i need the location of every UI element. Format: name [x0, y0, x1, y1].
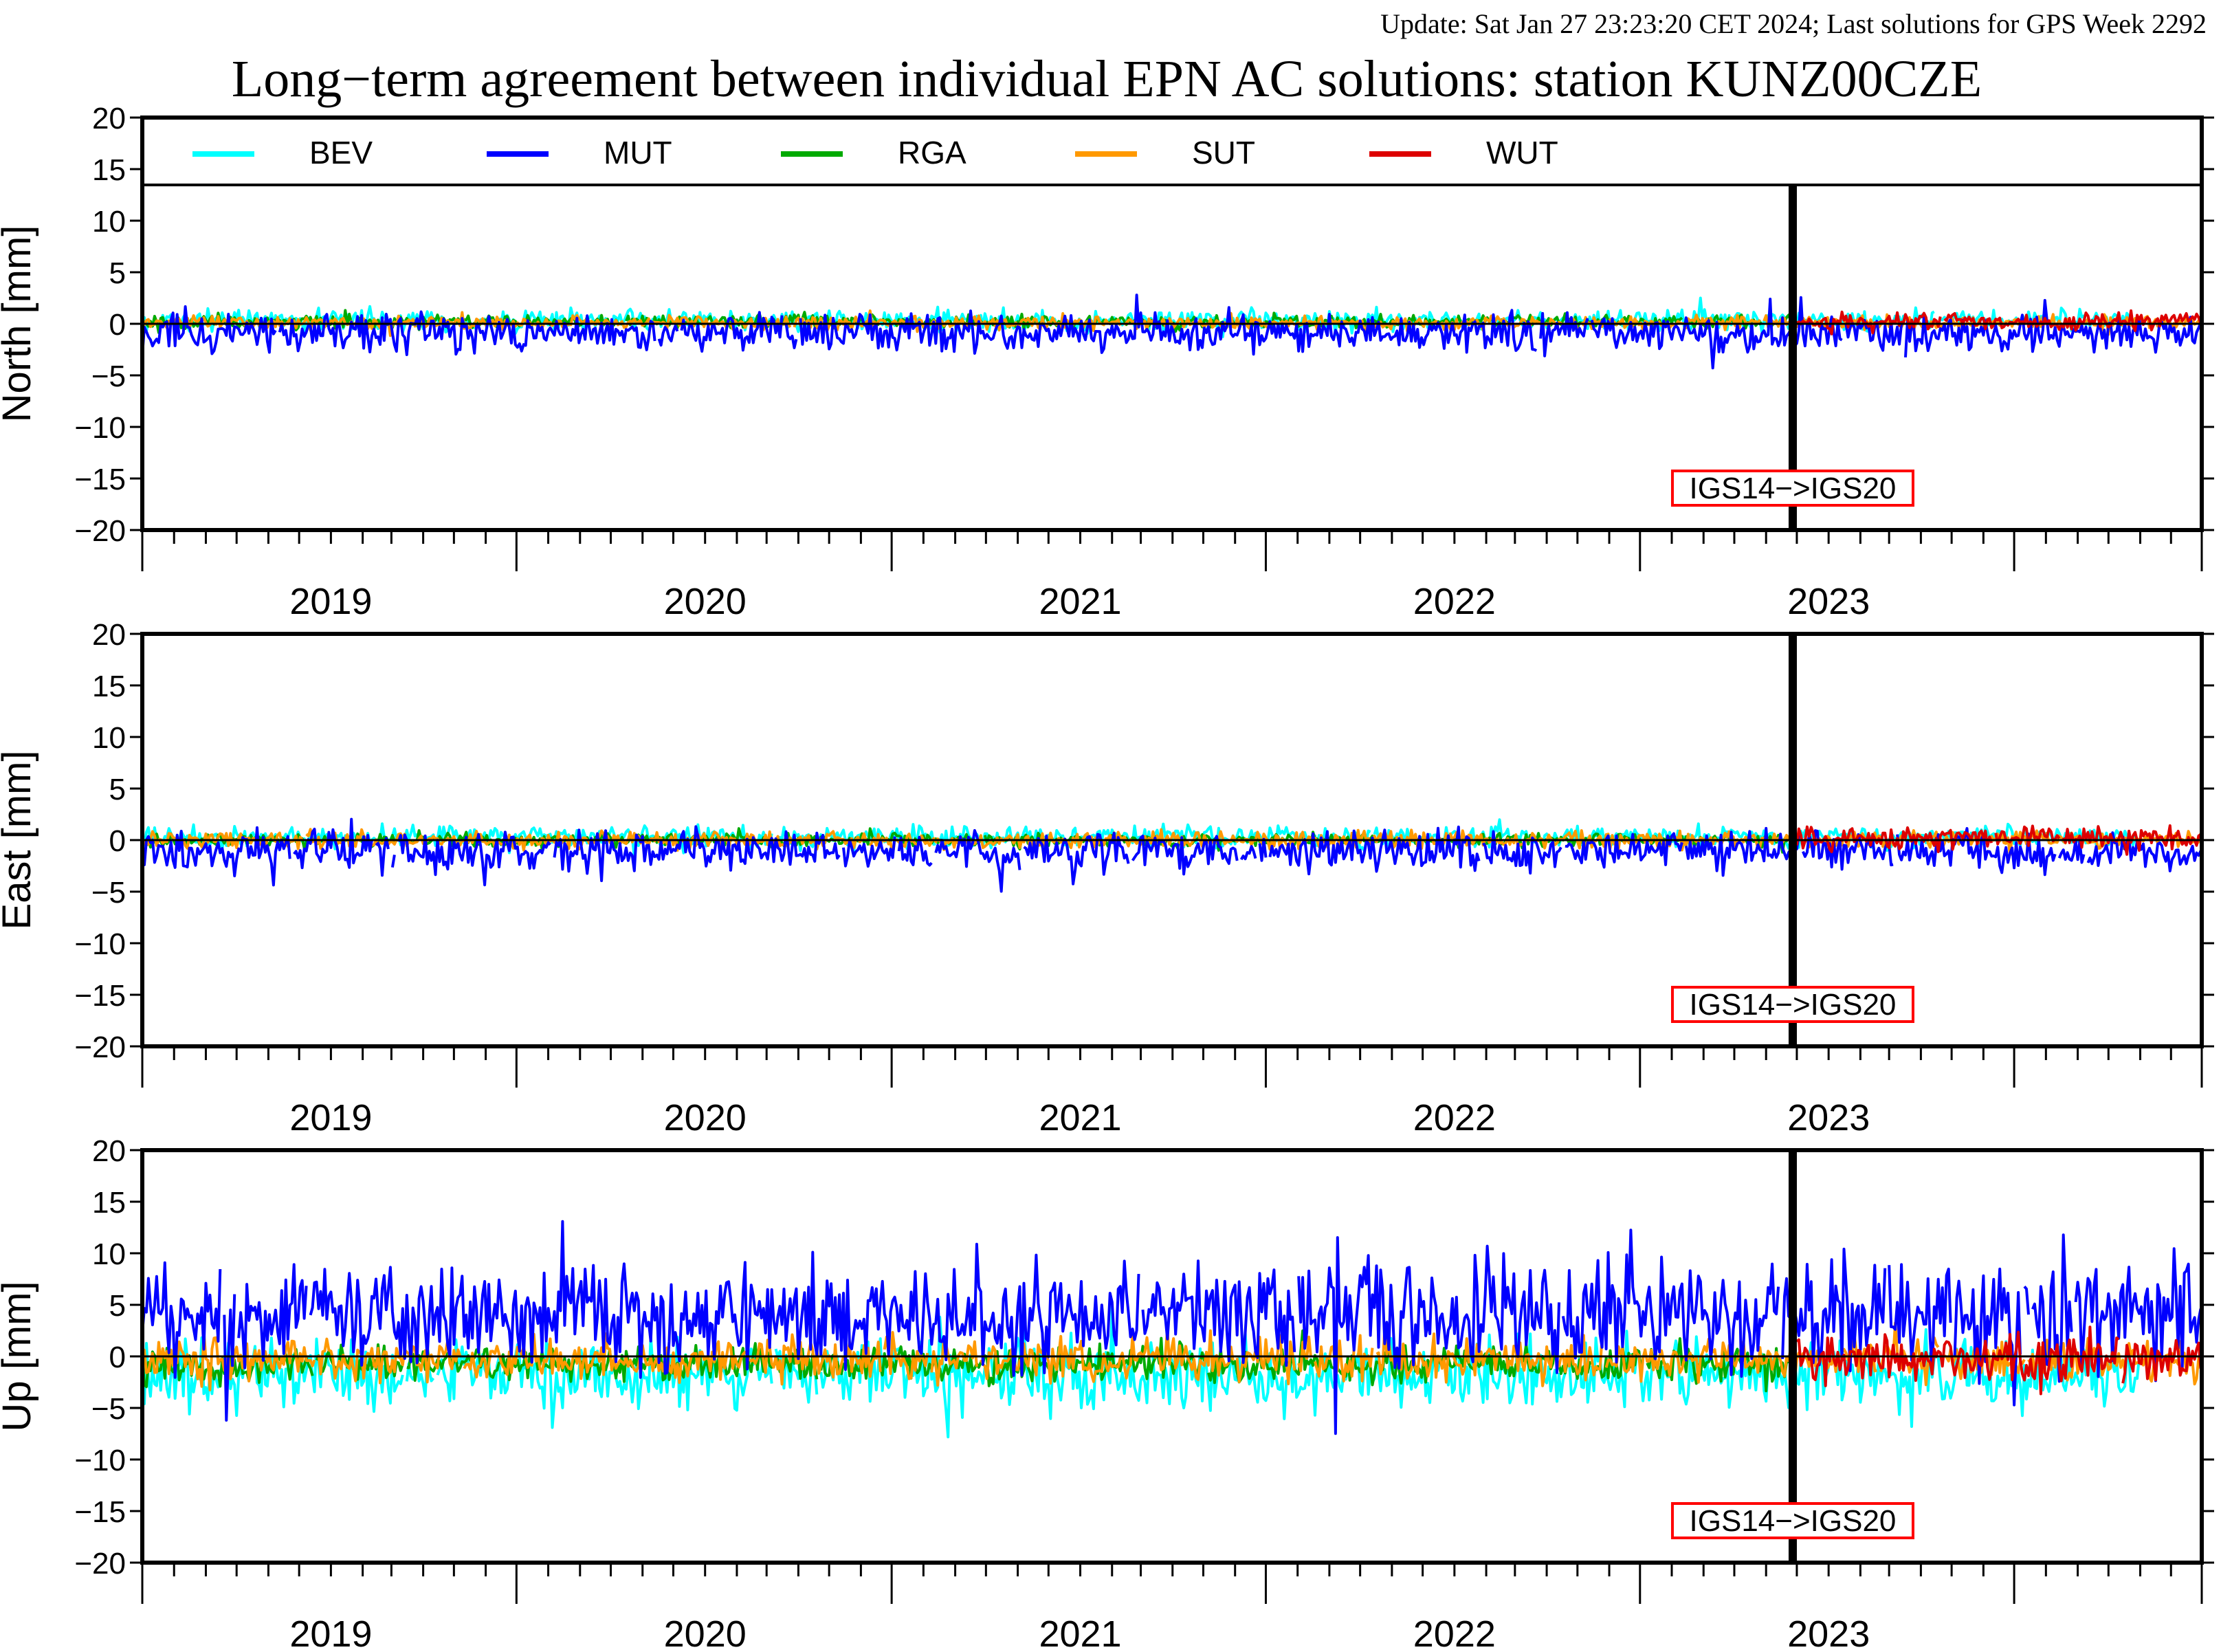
series-group — [142, 817, 2202, 893]
x-tick-label: 2021 — [1039, 1614, 1121, 1649]
legend-box — [141, 116, 2203, 186]
x-tick-label: 2019 — [289, 581, 372, 622]
series-group — [142, 1220, 2202, 1439]
annotation-box — [1670, 1502, 1914, 1539]
x-tick-label: 2023 — [1787, 1614, 1870, 1649]
y-tick-label: −10 — [74, 411, 126, 445]
panel-0: BEV MUT RGA SUT WUT 20 15 10 5 0 −5 −10 −15 −20 North … — [0, 102, 2214, 622]
annotation-label: IGS14−>IGS20 — [1690, 472, 1897, 505]
y-tick-label: 15 — [92, 670, 126, 703]
x-tick-label: 2020 — [664, 581, 747, 622]
x-tick-label: 2022 — [1413, 1097, 1496, 1138]
legend-label-wut: WUT — [1486, 135, 1558, 170]
y-tick-label: −5 — [91, 876, 126, 910]
y-tick-label: −5 — [91, 360, 126, 393]
x-tick-label: 2020 — [664, 1097, 747, 1138]
y-axis-label: East [mm] — [0, 750, 39, 929]
y-tick-label: 10 — [92, 721, 126, 755]
annotation-label: IGS14−>IGS20 — [1690, 1504, 1897, 1538]
series-line-sut — [142, 828, 2202, 857]
panels-group: BEV MUT RGA SUT WUT 20 15 10 5 0 −5 −10 −15 −20 North … — [0, 102, 2214, 1652]
y-tick-label: 15 — [92, 153, 126, 187]
legend-label-mut: MUT — [604, 135, 672, 170]
x-tick-label: 2021 — [1039, 1097, 1121, 1138]
update-timestamp: Update: Sat Jan 27 23:23:20 CET 2024; La… — [1380, 8, 2207, 39]
x-tick-label: 2023 — [1787, 581, 1870, 622]
y-tick-label: −15 — [74, 1495, 126, 1529]
y-tick-label: 10 — [92, 205, 126, 239]
annotation-box — [1670, 986, 1914, 1023]
y-tick-label: 5 — [109, 1289, 126, 1323]
y-tick-label: −20 — [74, 514, 126, 548]
y-tick-label: 20 — [92, 102, 126, 135]
legend-label-bev: BEV — [309, 135, 373, 170]
y-tick-label: −15 — [74, 979, 126, 1013]
y-tick-label: −10 — [74, 927, 126, 961]
y-tick-label: 10 — [92, 1237, 126, 1271]
series-line-mut — [142, 1220, 2202, 1435]
legend-label-rga: RGA — [898, 135, 966, 170]
y-tick-label: −5 — [91, 1392, 126, 1426]
x-tick-label: 2019 — [289, 1097, 372, 1138]
y-tick-label: 0 — [109, 1341, 126, 1374]
y-tick-label: 0 — [109, 824, 126, 858]
series-group — [142, 294, 2202, 370]
y-tick-label: 15 — [92, 1186, 126, 1220]
y-tick-label: −15 — [74, 463, 126, 496]
y-tick-label: 5 — [109, 256, 126, 290]
y-tick-label: −20 — [74, 1031, 126, 1064]
series-line-mut — [142, 817, 2202, 893]
y-tick-label: 5 — [109, 773, 126, 806]
y-tick-label: 0 — [109, 308, 126, 342]
chart-title: Long−term agreement between individual E… — [232, 50, 1982, 108]
series-line-mut — [142, 294, 2202, 370]
x-tick-label: 2020 — [664, 1614, 747, 1649]
x-tick-label: 2019 — [289, 1614, 372, 1649]
y-tick-label: −10 — [74, 1444, 126, 1477]
y-tick-label: 20 — [92, 618, 126, 652]
y-axis-label: North [mm] — [0, 225, 39, 423]
panel-1: 20 15 10 5 0 −5 −10 −15 −20 East [mm] 2019 2020 2021… — [0, 618, 2214, 1138]
y-axis-label: Up [mm] — [0, 1281, 39, 1431]
panel-2: 20 15 10 5 0 −5 −10 −15 −20 Up [mm] 2019 2020 2021 20… — [0, 1134, 2214, 1652]
legend-label-sut: SUT — [1192, 135, 1255, 170]
x-tick-label: 2022 — [1413, 1614, 1496, 1649]
x-tick-label: 2023 — [1787, 1097, 1870, 1138]
annotation-label: IGS14−>IGS20 — [1690, 988, 1897, 1022]
y-tick-label: −20 — [74, 1547, 126, 1581]
x-tick-label: 2022 — [1413, 581, 1496, 622]
annotation-box — [1670, 470, 1914, 507]
x-tick-label: 2021 — [1039, 581, 1121, 622]
y-tick-label: 20 — [92, 1134, 126, 1168]
